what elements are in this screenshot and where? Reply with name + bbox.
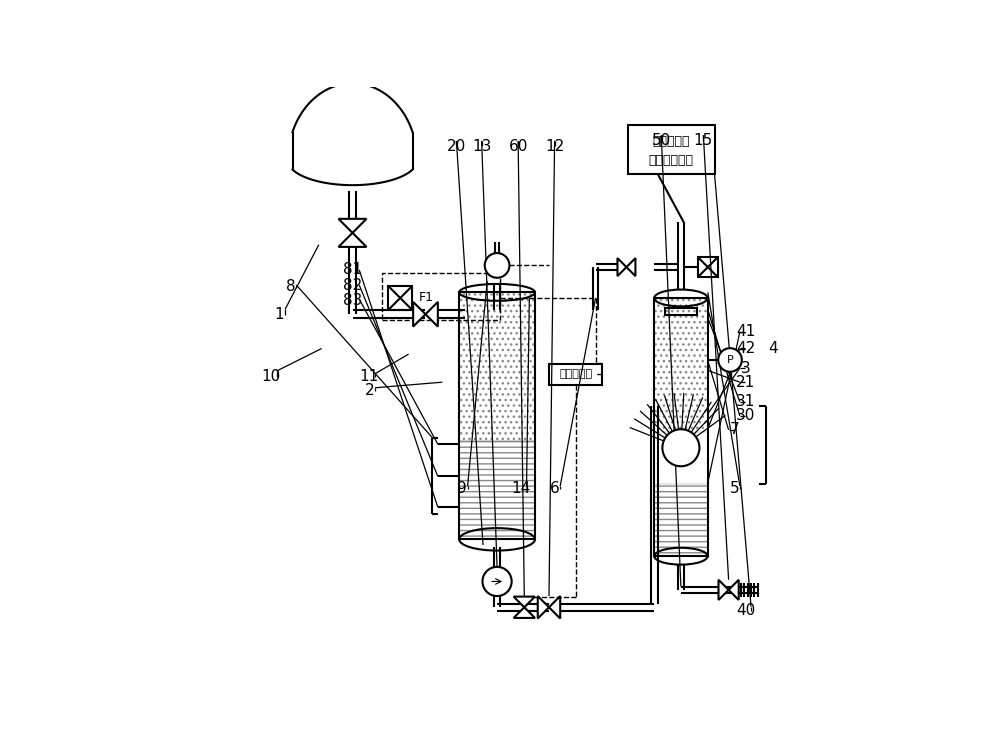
Text: 5: 5 bbox=[729, 481, 739, 496]
Polygon shape bbox=[729, 580, 739, 600]
Text: 7: 7 bbox=[729, 422, 739, 437]
Circle shape bbox=[662, 429, 699, 467]
Text: 40: 40 bbox=[736, 603, 755, 618]
Text: 60: 60 bbox=[508, 139, 528, 154]
Polygon shape bbox=[425, 302, 438, 327]
Text: 13: 13 bbox=[472, 139, 491, 154]
Text: 2: 2 bbox=[365, 383, 374, 398]
Text: 脱水控制器: 脱水控制器 bbox=[559, 370, 592, 379]
Text: 41: 41 bbox=[736, 324, 755, 339]
Bar bbox=[654, 298, 708, 432]
Text: 8: 8 bbox=[286, 279, 296, 295]
Polygon shape bbox=[514, 607, 535, 618]
Bar bbox=[654, 484, 708, 556]
Text: 10: 10 bbox=[262, 369, 281, 384]
Polygon shape bbox=[719, 580, 729, 600]
Bar bbox=[459, 292, 535, 539]
Bar bbox=[382, 273, 500, 321]
Polygon shape bbox=[338, 219, 367, 233]
Text: 42: 42 bbox=[736, 341, 755, 356]
Polygon shape bbox=[626, 258, 635, 276]
Bar bbox=[654, 298, 708, 556]
Text: 1: 1 bbox=[275, 308, 284, 322]
Text: 14: 14 bbox=[511, 481, 531, 496]
Polygon shape bbox=[538, 596, 549, 618]
Text: 11: 11 bbox=[360, 369, 379, 384]
Text: 15: 15 bbox=[694, 133, 713, 148]
Text: 6: 6 bbox=[550, 481, 559, 496]
Circle shape bbox=[718, 348, 742, 372]
Bar bbox=[665, 308, 697, 315]
Text: 4: 4 bbox=[769, 341, 778, 356]
Text: 81: 81 bbox=[343, 262, 362, 278]
Text: 30: 30 bbox=[736, 408, 755, 424]
Text: P: P bbox=[727, 355, 733, 365]
Text: F1: F1 bbox=[419, 292, 434, 305]
Bar bbox=[698, 257, 718, 277]
Text: 12: 12 bbox=[545, 139, 564, 154]
Text: 83: 83 bbox=[343, 293, 362, 308]
Bar bbox=[459, 440, 535, 539]
Bar bbox=[388, 286, 412, 310]
Circle shape bbox=[482, 567, 512, 596]
Polygon shape bbox=[514, 596, 535, 607]
Text: 31: 31 bbox=[736, 394, 755, 409]
Text: 82: 82 bbox=[343, 278, 362, 292]
Polygon shape bbox=[338, 233, 367, 247]
Text: 50: 50 bbox=[652, 133, 671, 148]
Text: 或火炀气管线: 或火炀气管线 bbox=[649, 154, 694, 167]
Text: 3: 3 bbox=[741, 361, 750, 375]
Text: 9: 9 bbox=[457, 481, 467, 496]
Bar bbox=[459, 292, 535, 440]
Text: 21: 21 bbox=[736, 375, 755, 390]
Bar bbox=[549, 364, 602, 385]
Bar bbox=[628, 125, 715, 174]
Polygon shape bbox=[413, 302, 425, 327]
Polygon shape bbox=[549, 596, 560, 618]
Polygon shape bbox=[617, 258, 626, 276]
Text: 20: 20 bbox=[447, 139, 466, 154]
Circle shape bbox=[485, 253, 509, 278]
Text: 接低压瓦斯: 接低压瓦斯 bbox=[652, 135, 690, 148]
